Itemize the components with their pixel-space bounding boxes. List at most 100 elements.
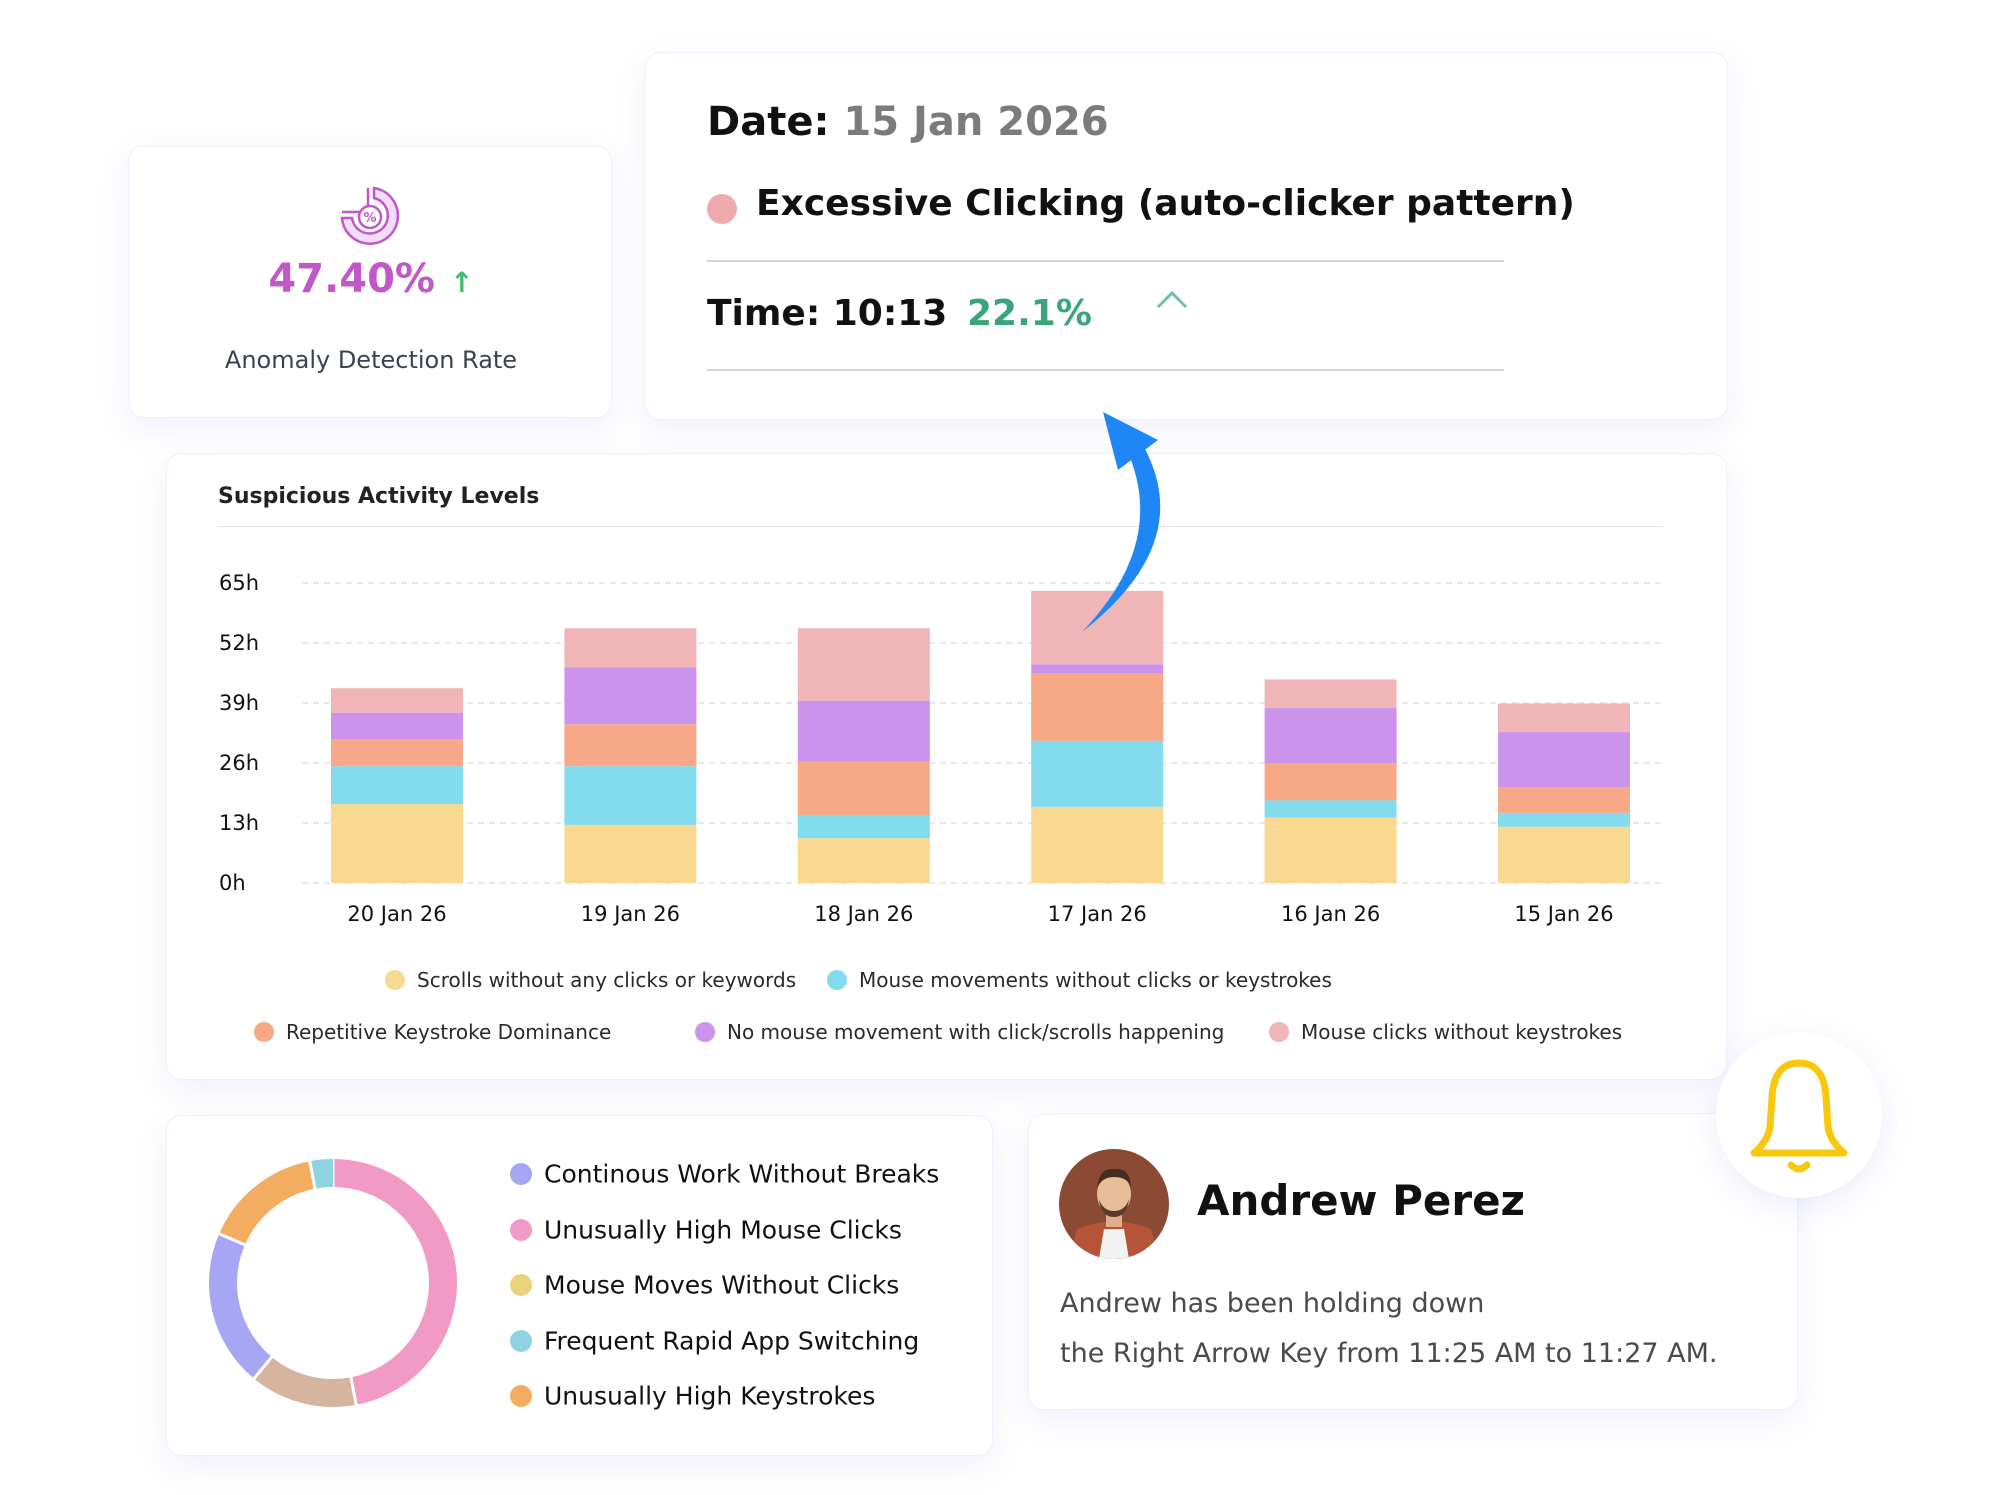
legend-dot <box>510 1329 532 1352</box>
date-value: 15 Jan 2026 <box>843 99 1109 145</box>
divider <box>218 526 1663 527</box>
bar-segment[interactable] <box>564 628 697 668</box>
bar-segment[interactable] <box>1498 787 1630 813</box>
x-tick-label: 20 Jan 26 <box>347 902 447 926</box>
date-label: Date: <box>707 99 830 145</box>
donut-segment[interactable] <box>209 1233 273 1379</box>
x-tick-label: 19 Jan 26 <box>580 902 680 926</box>
suspicious-activity-card: Suspicious Activity Levels 0h 13h 26h 39h 52… <box>166 453 1727 1080</box>
donut-segment[interactable] <box>309 1159 334 1189</box>
y-tick-label: 39h <box>219 691 260 715</box>
x-tick-label: 16 Jan 26 <box>1281 902 1381 926</box>
chart-title: Suspicious Activity Levels <box>218 484 540 509</box>
bar-segment[interactable] <box>1498 826 1630 883</box>
user-avatar[interactable] <box>1059 1149 1169 1259</box>
user-alert-card: Andrew Perez Andrew has been holding dow… <box>1028 1113 1798 1410</box>
anomaly-detail-card: Date: 15 Jan 2026 Excessive Clicking (au… <box>645 52 1728 420</box>
legend-item[interactable]: Mouse clicks without keystrokes <box>1301 1020 1623 1044</box>
legend-item[interactable]: Unusually High Keystrokes <box>544 1381 876 1411</box>
event-label: Excessive Clicking (auto-clicker pattern… <box>756 183 1575 224</box>
event-color-dot <box>707 194 737 224</box>
y-tick-label: 13h <box>219 811 260 835</box>
bar-segment[interactable] <box>1264 708 1397 763</box>
bar-segment[interactable] <box>331 739 463 767</box>
rate-label: Anomaly Detection Rate <box>224 346 518 374</box>
bar-segment[interactable] <box>564 667 697 725</box>
segment-separator <box>216 1231 248 1248</box>
bar-segment[interactable] <box>797 838 930 883</box>
legend-item[interactable]: Frequent Rapid App Switching <box>544 1326 920 1355</box>
bar-segment[interactable] <box>1031 740 1164 807</box>
bar-segment[interactable] <box>1264 800 1397 818</box>
bar-segment[interactable] <box>797 700 930 762</box>
bar-segment[interactable] <box>331 766 463 805</box>
segment-separator <box>251 1354 275 1382</box>
bar-segment[interactable] <box>331 688 463 713</box>
legend-item[interactable]: Mouse movements without clicks or keystr… <box>859 968 1332 992</box>
percent-donut-icon: % <box>340 186 400 245</box>
legend-dot <box>510 1385 532 1407</box>
chevron-up-icon[interactable] <box>1156 289 1188 309</box>
bar-segment[interactable] <box>1031 673 1164 741</box>
bar-segment[interactable] <box>564 766 697 825</box>
divider <box>707 369 1504 371</box>
bar-segment[interactable] <box>331 712 463 739</box>
legend-item[interactable]: Scrolls without any clicks or keywords <box>417 968 797 992</box>
bar-segment[interactable] <box>1498 703 1630 733</box>
stacked-bar-chart <box>302 582 1664 884</box>
bar-segment[interactable] <box>331 804 463 883</box>
bar-segment[interactable] <box>1264 679 1397 709</box>
donut-segment[interactable] <box>219 1161 316 1246</box>
legend-dot <box>1269 1022 1289 1042</box>
bar-segment[interactable] <box>797 761 930 816</box>
bar-segment[interactable] <box>1264 763 1397 801</box>
percent-value: 22.1% <box>967 293 1092 334</box>
user-name: Andrew Perez <box>1197 1176 1526 1225</box>
y-tick-label: 26h <box>219 751 260 775</box>
y-tick-label: 65h <box>219 571 260 595</box>
y-tick-label: 0h <box>219 871 246 895</box>
legend-dot <box>385 970 405 990</box>
rate-row: 47.40% ↑ <box>129 256 613 302</box>
rate-value: 47.40% <box>268 256 436 302</box>
bar-segment[interactable] <box>564 824 697 883</box>
bar-segment[interactable] <box>1498 732 1630 787</box>
segment-separator <box>349 1375 359 1408</box>
time-label: Time: 10:13 <box>707 293 948 334</box>
legend-dot <box>510 1218 532 1241</box>
legend-item[interactable]: Continous Work Without Breaks <box>544 1159 940 1189</box>
legend-item[interactable]: Mouse Moves Without Clicks <box>544 1270 900 1300</box>
legend-dot <box>510 1163 532 1185</box>
bar-segment[interactable] <box>1498 812 1630 827</box>
bell-icon <box>1750 1059 1848 1173</box>
legend-item[interactable]: No mouse movement with click/scrolls hap… <box>727 1020 1225 1044</box>
bar-segment[interactable] <box>1031 806 1164 883</box>
donut-chart <box>209 1157 457 1408</box>
legend-item[interactable]: Repetitive Keystroke Dominance <box>286 1020 612 1044</box>
segment-separator <box>307 1158 317 1191</box>
divider <box>707 260 1504 262</box>
y-tick-label: 52h <box>219 631 260 655</box>
legend-dot <box>254 1022 274 1042</box>
bar-segment[interactable] <box>1031 664 1164 673</box>
alert-line-1: Andrew has been holding down <box>1060 1288 1485 1319</box>
bar-segment[interactable] <box>797 815 930 839</box>
legend-dot <box>827 970 847 990</box>
bar-segment[interactable] <box>564 724 697 767</box>
date-row: Date: 15 Jan 2026 <box>707 99 1109 145</box>
donut-segment[interactable] <box>253 1356 357 1407</box>
svg-text:%: % <box>363 211 376 226</box>
x-tick-label: 17 Jan 26 <box>1047 902 1147 926</box>
behavior-breakdown-card: Continous Work Without Breaks Unusually H… <box>166 1115 993 1456</box>
donut-segment[interactable] <box>332 1159 457 1405</box>
notification-bell-button[interactable] <box>1716 1032 1882 1198</box>
bar-segment[interactable] <box>797 628 930 701</box>
legend-dot <box>695 1022 715 1042</box>
bar-segment[interactable] <box>1264 817 1397 883</box>
legend-item[interactable]: Unusually High Mouse Clicks <box>544 1215 902 1244</box>
bar-segment[interactable] <box>1031 590 1164 665</box>
arrow-up-icon: ↑ <box>450 266 474 299</box>
anomaly-rate-card: % 47.40% ↑ Anomaly Detection Rate <box>128 145 612 418</box>
legend-dot <box>510 1274 532 1296</box>
x-tick-label: 15 Jan 26 <box>1514 902 1614 926</box>
